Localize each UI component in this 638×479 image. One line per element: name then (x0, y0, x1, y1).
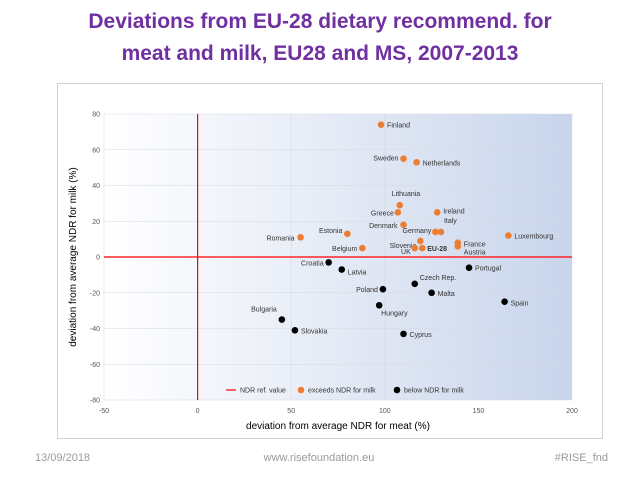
footer-date: 13/09/2018 (35, 452, 91, 464)
point-label-poland: Poland (356, 287, 378, 294)
point-exceeds-sweden (400, 155, 407, 162)
reference-lines (104, 114, 572, 400)
point-label-eu-28: EU-28 (427, 246, 447, 253)
point-exceeds-eu-28 (418, 244, 426, 252)
legend-label-exceeds: exceeds NDR for milk (308, 388, 376, 395)
slide-title: Deviations from EU-28 dietary recommend.… (88, 10, 552, 65)
point-label-germany: Germany (403, 228, 432, 235)
point-label-romania: Romania (267, 235, 295, 242)
point-below-portugal (465, 264, 473, 272)
point-exceeds-austria (454, 242, 462, 250)
y-tick-label: 40 (92, 183, 100, 190)
point-below-latvia (338, 266, 346, 273)
data-points: Finland Sweden Netherlands Lithuania Greece I… (251, 121, 553, 339)
point-below-hungary (375, 301, 383, 309)
y-tick-label: -20 (90, 290, 100, 297)
point-label-ireland: Ireland (443, 208, 465, 215)
point-exceeds-germany (432, 228, 439, 236)
point-label-uk: UK (401, 249, 411, 256)
point-label-belgium: Belgium (332, 246, 357, 253)
point-label-latvia: Latvia (348, 270, 367, 277)
chart-legend: NDR ref. value exceeds NDR for milk below … (226, 386, 464, 395)
legend-black-marker (393, 386, 401, 394)
y-tick-label: 20 (92, 219, 100, 226)
point-label-denmark: Denmark (369, 223, 398, 230)
point-label-czech-rep: Czech Rep. (420, 275, 457, 282)
point-exceeds-denmark (400, 221, 407, 229)
point-label-lithuania: Lithuania (392, 191, 421, 198)
x-tick-label: 0 (196, 408, 200, 415)
y-tick-label: 80 (92, 112, 100, 119)
point-label-cyprus: Cyprus (410, 332, 433, 339)
point-label-greece: Greece (371, 210, 394, 217)
footer-hashtag: #RISE_fnd (554, 452, 608, 464)
point-exceeds-finland (377, 121, 385, 129)
footer-website: www.risefoundation.eu (263, 452, 375, 464)
point-exceeds-romania (297, 234, 304, 241)
point-label-estonia: Estonia (319, 228, 342, 235)
point-below-croatia (325, 259, 332, 266)
point-exceeds-netherlands (413, 158, 420, 166)
y-tick-label: -40 (90, 326, 100, 333)
point-label-france: France (464, 242, 486, 249)
point-exceeds-belgium (359, 244, 366, 252)
point-label-spain: Spain (511, 301, 529, 308)
point-below-poland (379, 285, 387, 293)
y-tick-label: -80 (90, 398, 100, 405)
y-tick-label: -60 (90, 362, 100, 369)
point-exceeds-estonia (344, 230, 351, 238)
legend-orange-marker (297, 386, 305, 394)
x-tick-label: 200 (566, 408, 578, 415)
point-label-sweden: Sweden (373, 156, 398, 163)
legend-label-ndr: NDR ref. value (240, 388, 286, 395)
y-tick-label: 0 (96, 255, 100, 262)
y-axis-title: deviation from average NDR for milk (%) (68, 167, 79, 347)
point-exceeds-luxembourg (505, 232, 512, 239)
legend-label-below: below NDR for milk (404, 388, 464, 395)
point-label-bulgaria: Bulgaria (251, 307, 277, 314)
point-label-luxembourg: Luxembourg (514, 234, 553, 241)
point-exceeds-ireland (433, 209, 441, 216)
point-label-finland: Finland (387, 123, 410, 130)
point-below-cyprus (400, 330, 407, 338)
x-tick-label: 100 (379, 408, 391, 415)
y-tick-label: 60 (92, 147, 100, 154)
x-axis-title: deviation from average NDR for meat (%) (246, 421, 430, 432)
x-tick-label: 150 (473, 408, 485, 415)
point-exceeds-greece (394, 209, 402, 216)
point-label-hungary: Hungary (381, 310, 408, 317)
point-below-malta (428, 289, 435, 297)
point-label-netherlands: Netherlands (423, 160, 461, 167)
x-tick-label: -50 (99, 408, 109, 415)
point-exceeds-slovenia (417, 237, 424, 245)
point-below-spain (501, 298, 508, 305)
point-label-italy: Italy (444, 218, 457, 225)
point-label-malta: Malta (438, 291, 455, 298)
chart-frame: 80 60 40 20 0 -20 -40 -60 -80 -50 0 50 100 150 200 Fin… (57, 83, 603, 439)
point-label-austria: Austria (464, 249, 486, 256)
point-exceeds-lithuania (396, 201, 404, 209)
point-label-croatia: Croatia (301, 260, 324, 267)
point-below-slovakia (291, 326, 299, 334)
point-label-portugal: Portugal (475, 266, 502, 273)
point-exceeds-uk (411, 244, 419, 252)
x-tick-label: 50 (287, 408, 295, 415)
point-below-bulgaria (278, 316, 286, 323)
point-exceeds-italy (437, 228, 445, 236)
point-label-slovakia: Slovakia (301, 328, 328, 335)
point-label-slovenia: Slovenia (390, 243, 417, 250)
point-below-czech-rep (411, 280, 419, 288)
